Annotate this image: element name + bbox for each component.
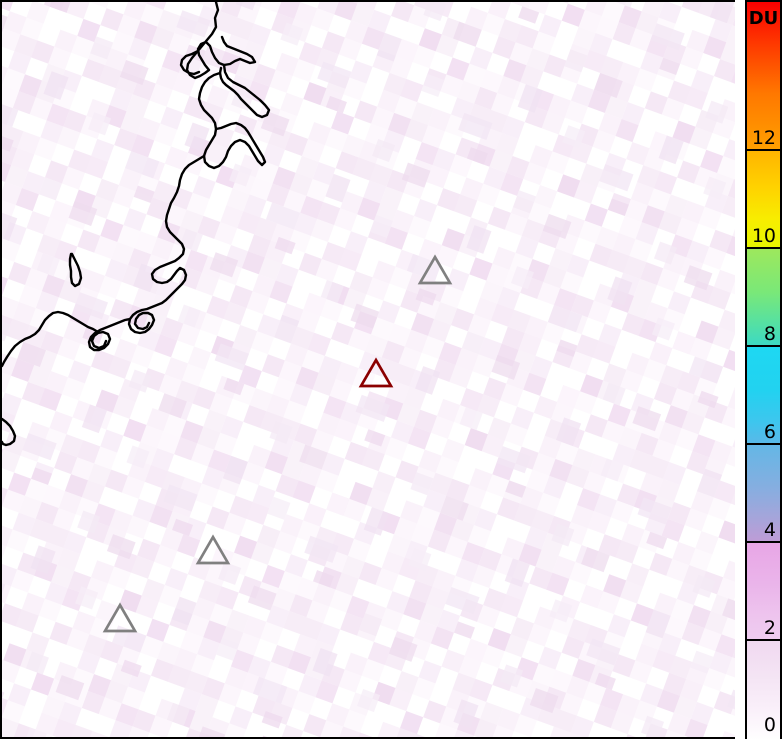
station-marker-layer xyxy=(102,254,453,633)
colorbar-tick-8: 8 xyxy=(763,323,776,345)
colorbar: DU 12 10 8 6 4 2 0 xyxy=(745,0,782,739)
colorbar-tick-4: 4 xyxy=(763,519,776,541)
colorbar-divider-6 xyxy=(747,443,780,445)
colorbar-band-0-2 xyxy=(747,640,780,739)
colorbar-divider-12 xyxy=(747,149,780,151)
coastline-segment-4 xyxy=(127,154,206,335)
station-marker-2[interactable] xyxy=(358,357,394,388)
map-panel xyxy=(0,0,735,739)
coastline-segment-1 xyxy=(179,49,201,76)
coastline-segment-2 xyxy=(218,63,271,119)
colorbar-tick-2: 2 xyxy=(763,617,776,639)
colorbar-divider-10 xyxy=(747,247,780,249)
station-marker-1[interactable] xyxy=(417,254,453,285)
station-marker-4[interactable] xyxy=(102,602,138,633)
colorbar-band-2-4 xyxy=(747,542,780,640)
colorbar-band-10-12 xyxy=(747,150,780,248)
colorbar-band-6-8 xyxy=(747,346,780,444)
coastline-segment-7 xyxy=(2,417,17,447)
colorbar-band-12-14 xyxy=(747,2,780,150)
colorbar-tick-10: 10 xyxy=(751,225,776,247)
coastline-segment-3 xyxy=(197,71,267,170)
colorbar-divider-4 xyxy=(747,541,780,543)
coastline-segment-6 xyxy=(2,310,100,368)
coastline-layer xyxy=(2,2,271,447)
colorbar-divider-8 xyxy=(747,345,780,347)
coastline-segment-5 xyxy=(87,317,132,352)
colorbar-tick-6: 6 xyxy=(763,421,776,443)
coastline-segment-0 xyxy=(185,2,257,80)
colorbar-unit-label: DU xyxy=(748,8,779,29)
colorbar-band-4-6 xyxy=(747,444,780,542)
colorbar-band-8-10 xyxy=(747,248,780,346)
colorbar-divider-2 xyxy=(747,639,780,641)
colorbar-tick-0: 0 xyxy=(763,714,776,736)
coastline-segment-8 xyxy=(68,252,83,288)
colorbar-tick-12: 12 xyxy=(751,127,776,149)
station-marker-3[interactable] xyxy=(195,534,231,565)
colorbar-gradient: DU 12 10 8 6 4 2 0 xyxy=(745,0,782,739)
coastline-paths xyxy=(2,2,271,447)
